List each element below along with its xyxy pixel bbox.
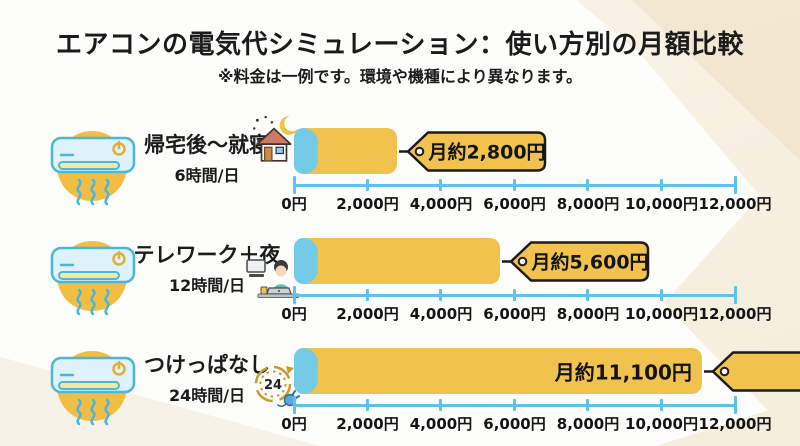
- aircon-icon: [50, 351, 136, 426]
- axis-tick: [513, 179, 516, 191]
- axis-tick-label: 2,000円: [336, 415, 399, 433]
- aircon-icon: [50, 241, 136, 316]
- axis-tick: [586, 179, 590, 191]
- axis-tick-label: 12,000円: [698, 195, 772, 213]
- bar-blue-segment: [294, 238, 318, 284]
- page-subtitle: ※料金は一例です。環境や機種により異なります。: [217, 67, 583, 86]
- usage-label-block: つけっぱなし 24時間/日: [130, 352, 284, 406]
- axis-tick-label: 4,000円: [409, 305, 473, 323]
- cost-tag-clipped: [703, 351, 800, 392]
- axis-tick: [660, 289, 663, 301]
- usage-label: 帰宅後〜就寝: [144, 133, 270, 157]
- page-title: エアコンの電気代シミュレーション：使い方別の月額比較: [56, 30, 744, 60]
- axis-tick: [365, 399, 369, 411]
- axis-tick: [365, 179, 369, 191]
- cost-axis: 0円 2,000円 4,000円 6,000円 8,000円 10,000円 12,000円: [281, 396, 771, 440]
- axis-tick-label: 12,000円: [698, 415, 772, 433]
- axis-tick: [586, 399, 590, 411]
- cost-bar: [294, 128, 397, 174]
- axis-tick: [733, 286, 737, 304]
- usage-row-telework: テレワーク＋夜 12時間/日 月約5,600円 0円 2,000円 4,000円 6,…: [0, 222, 800, 332]
- axis-tick: [292, 286, 296, 304]
- axis-tick: [439, 399, 443, 411]
- usage-hours: 12時間/日: [168, 276, 246, 295]
- cost-axis: 0円 2,000円 4,000円 6,000円 8,000円 10,000円 12,000円: [281, 286, 771, 330]
- axis-tick-label: 8,000円: [556, 305, 620, 323]
- cost-axis: 0円 2,000円 4,000円 6,000円 8,000円 10,000円 12,000円: [281, 176, 771, 220]
- cost-label: 月約2,800円: [427, 141, 545, 164]
- axis-tick-label: 0円: [281, 415, 307, 433]
- usage-label: つけっぱなし: [144, 353, 270, 377]
- axis-tick-label: 8,000円: [556, 195, 620, 213]
- axis-tick: [365, 289, 369, 301]
- usage-hours: 6時間/日: [174, 166, 240, 185]
- clock-badge-text: 24: [264, 378, 282, 393]
- axis-tick: [439, 289, 443, 301]
- axis-tick-label: 12,000円: [698, 305, 772, 323]
- aircon-icon: [50, 131, 136, 206]
- axis-tick: [660, 399, 663, 411]
- axis-tick-label: 4,000円: [409, 415, 473, 433]
- bar-blue-segment: [294, 128, 318, 174]
- axis-tick: [439, 179, 443, 191]
- axis-tick-label: 0円: [281, 195, 307, 213]
- axis-tick-label: 2,000円: [336, 195, 399, 213]
- axis-tick: [660, 179, 663, 191]
- axis-tick: [513, 289, 516, 301]
- cost-bar: 月約11,100円: [294, 348, 702, 394]
- usage-hours: 24時間/日: [168, 386, 246, 405]
- axis-tick-label: 10,000円: [625, 415, 698, 433]
- axis-tick: [586, 289, 590, 301]
- usage-label-block: 帰宅後〜就寝 6時間/日: [130, 132, 284, 186]
- cost-bar: [294, 238, 500, 284]
- axis-tick: [292, 176, 296, 194]
- cost-label: 月約11,100円: [554, 360, 692, 385]
- axis-tick: [733, 176, 737, 194]
- bar-blue-segment: [294, 348, 318, 394]
- axis-tick-label: 6,000円: [483, 415, 546, 433]
- axis-tick: [513, 399, 516, 411]
- axis-tick: [292, 396, 296, 414]
- usage-row-evening: 帰宅後〜就寝 6時間/日 月約2,800円 0円 2,000円 4,000円 6,00…: [0, 112, 800, 222]
- telework-person-icon: [246, 259, 299, 298]
- axis-tick: [733, 396, 737, 414]
- cost-tag: 月約5,600円: [501, 241, 650, 282]
- cost-tag: 月約2,800円: [398, 131, 547, 172]
- axis-tick-label: 10,000円: [625, 195, 698, 213]
- house-night-icon: [252, 115, 298, 162]
- cost-chart: 月約11,100円 0円 2,000円 4,000円 6,000円 8,000円 10,0…: [281, 332, 800, 442]
- axis-tick-label: 4,000円: [409, 195, 473, 213]
- cost-label: 月約5,600円: [530, 251, 648, 274]
- cost-chart: 月約5,600円 0円 2,000円 4,000円 6,000円 8,000円 10,00…: [281, 222, 771, 332]
- axis-tick-label: 6,000円: [483, 195, 546, 213]
- axis-tick-label: 6,000円: [483, 305, 546, 323]
- usage-row-always-on: つけっぱなし 24時間/日 24 月約11,100円 0円 2,000円 4,000…: [0, 332, 800, 442]
- axis-tick-label: 10,000円: [625, 305, 698, 323]
- axis-tick-label: 8,000円: [556, 415, 620, 433]
- axis-tick-label: 0円: [281, 305, 307, 323]
- cost-chart: 月約2,800円 0円 2,000円 4,000円 6,000円 8,000円 10,00…: [281, 112, 771, 222]
- axis-tick-label: 2,000円: [336, 305, 399, 323]
